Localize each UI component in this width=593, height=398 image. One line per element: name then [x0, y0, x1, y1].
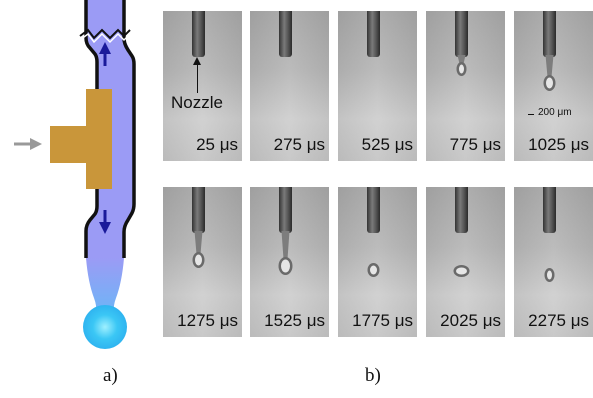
droplet-highlight	[459, 64, 464, 74]
frame-7: 1525 μs	[250, 187, 329, 337]
droplet	[367, 263, 380, 277]
nozzle-tip	[367, 187, 380, 233]
frame-1: Nozzle 25 μs	[163, 11, 242, 161]
nozzle-tip	[455, 187, 468, 233]
nozzle-tip	[543, 11, 556, 57]
frame-6: 1275 μs	[163, 187, 242, 337]
scale-bar	[528, 114, 534, 115]
nozzle-schematic	[14, 0, 136, 349]
droplet	[453, 265, 470, 277]
time-label: 2025 μs	[440, 311, 501, 330]
droplet	[543, 55, 556, 91]
fluid-jet	[86, 258, 124, 312]
droplet	[456, 55, 467, 76]
time-label: 1525 μs	[264, 311, 325, 330]
nozzle-tip	[367, 11, 380, 57]
time-label: 25 μs	[196, 135, 238, 154]
droplet-highlight	[281, 259, 290, 273]
pointer-line	[197, 59, 198, 93]
droplet-highlight	[370, 265, 377, 275]
caption-a: a)	[103, 365, 118, 386]
ejected-droplet	[83, 305, 127, 349]
nozzle-tip	[279, 187, 292, 233]
time-label: 525 μs	[361, 135, 413, 154]
frame-8: 1775 μs	[338, 187, 417, 337]
droplet-neck	[281, 231, 290, 259]
frame-4: 775 μs	[426, 11, 505, 161]
nozzle-tip	[192, 187, 205, 233]
droplet-highlight	[547, 270, 552, 280]
frame-10: 2275 μs	[514, 187, 593, 337]
piezo-actuator	[50, 89, 112, 189]
time-label: 1775 μs	[352, 311, 413, 330]
droplet-highlight	[456, 267, 467, 275]
nozzle-tip	[192, 11, 205, 57]
droplet-highlight	[546, 77, 553, 89]
frame-9: 2025 μs	[426, 187, 505, 337]
scale-label: 200 μm	[538, 107, 572, 118]
droplet-neck	[194, 231, 203, 254]
nozzle-tip	[543, 187, 556, 233]
flow-up-arrow-icon	[99, 42, 111, 66]
droplet-highlight	[195, 254, 202, 266]
droplet	[192, 231, 205, 268]
droplet-neck	[545, 55, 554, 77]
caption-b: b)	[365, 365, 381, 386]
frame-2: 275 μs	[250, 11, 329, 161]
time-label: 2275 μs	[528, 311, 589, 330]
droplet-neck	[457, 55, 466, 64]
channel-wall-right	[122, 0, 136, 258]
flow-down-arrow-icon	[99, 210, 111, 234]
droplet	[278, 231, 293, 275]
time-label: 1025 μs	[528, 135, 589, 154]
nozzle-label: Nozzle	[171, 93, 223, 112]
frame-3: 525 μs	[338, 11, 417, 161]
nozzle-tip	[279, 11, 292, 57]
break-mark-icon	[79, 28, 131, 40]
time-label: 275 μs	[273, 135, 325, 154]
droplet	[544, 268, 555, 282]
nozzle-tip	[455, 11, 468, 57]
time-label: 775 μs	[449, 135, 501, 154]
frame-5: 200 μm 1025 μs	[514, 11, 593, 161]
time-label: 1275 μs	[177, 311, 238, 330]
